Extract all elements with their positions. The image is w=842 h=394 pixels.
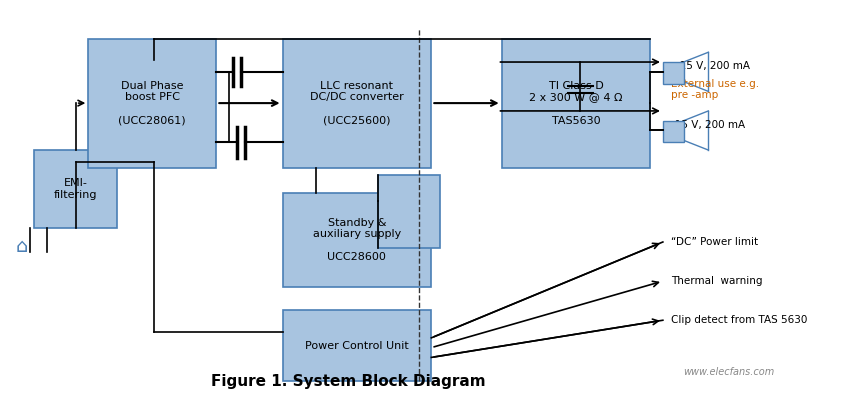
Text: “DC” Power limit: “DC” Power limit <box>671 237 759 247</box>
Text: TI Class D
2 x 300 W @ 4 Ω

TAS5630: TI Class D 2 x 300 W @ 4 Ω TAS5630 <box>530 81 623 126</box>
Text: Clip detect from TAS 5630: Clip detect from TAS 5630 <box>671 315 807 325</box>
FancyBboxPatch shape <box>35 150 117 228</box>
FancyBboxPatch shape <box>283 39 431 168</box>
FancyBboxPatch shape <box>88 39 216 168</box>
Text: Thermal  warning: Thermal warning <box>671 276 763 286</box>
FancyBboxPatch shape <box>283 193 431 287</box>
Text: Standby &
auxiliary supply

UCC28600: Standby & auxiliary supply UCC28600 <box>312 217 401 262</box>
Text: Power Control Unit: Power Control Unit <box>305 341 409 351</box>
FancyBboxPatch shape <box>377 175 440 248</box>
FancyBboxPatch shape <box>502 39 651 168</box>
Text: +15 V, 200 mA: +15 V, 200 mA <box>671 61 750 71</box>
Text: Figure 1. System Block Diagram: Figure 1. System Block Diagram <box>211 374 486 389</box>
Text: ⌂: ⌂ <box>16 237 29 256</box>
FancyBboxPatch shape <box>663 62 684 84</box>
Text: LLC resonant
DC/DC converter

(UCC25600): LLC resonant DC/DC converter (UCC25600) <box>310 81 404 126</box>
Text: External use e.g.
pre -amp: External use e.g. pre -amp <box>671 79 759 100</box>
FancyBboxPatch shape <box>663 121 684 142</box>
FancyBboxPatch shape <box>283 310 431 381</box>
Text: -15 V, 200 mA: -15 V, 200 mA <box>671 120 745 130</box>
Text: EMI-
filtering: EMI- filtering <box>54 178 98 200</box>
Text: www.elecfans.com: www.elecfans.com <box>684 367 775 377</box>
Text: Dual Phase
boost PFC

(UCC28061): Dual Phase boost PFC (UCC28061) <box>119 81 186 126</box>
